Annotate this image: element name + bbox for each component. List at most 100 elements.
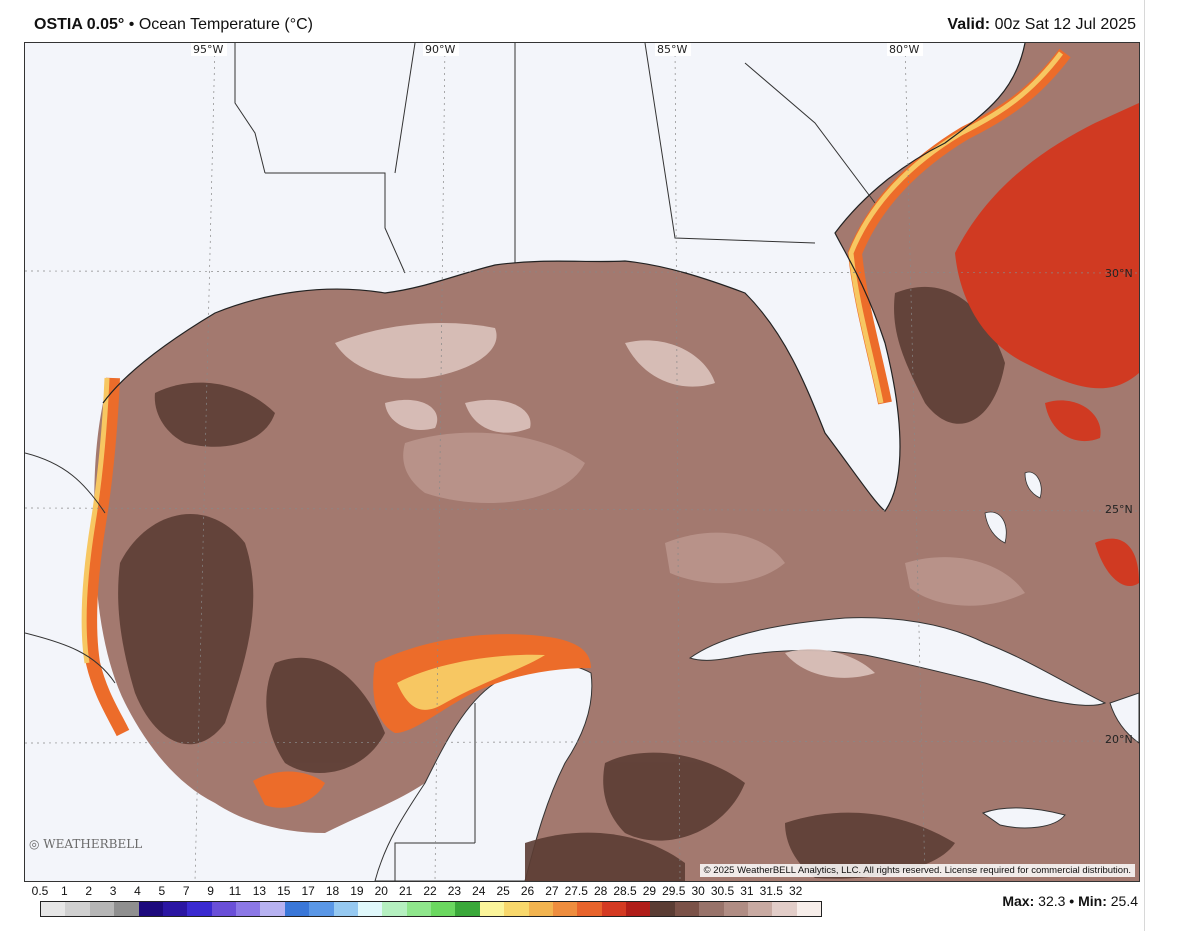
legend-swatch [114, 902, 139, 916]
atlantic-hot-spot [1045, 400, 1101, 442]
political-borders [25, 43, 876, 881]
legend-tick-label: 29 [642, 884, 657, 898]
legend-tick-label: 31.5 [759, 884, 783, 898]
weatherbell-logo: ◎ WEATHERBELL [29, 837, 143, 851]
legend-swatch [601, 902, 626, 916]
legend-swatch [162, 902, 188, 916]
lon-label-85w: 85°W [657, 43, 687, 56]
legend-tick-label: 25 [496, 884, 510, 898]
legend-tick-label: 22 [423, 884, 437, 898]
min-label: Min: [1078, 893, 1107, 909]
legend-swatch [674, 902, 700, 916]
legend-tick-label: 1 [61, 884, 68, 898]
stats-bullet: • [1069, 893, 1075, 909]
legend-swatch [309, 902, 334, 916]
lat-label-20n: 20°N [1105, 733, 1133, 746]
bay-of-campeche-spot [253, 771, 325, 808]
legend-swatch [577, 902, 602, 916]
legend-swatch [650, 902, 675, 916]
legend-swatch [357, 902, 383, 916]
copyright-notice: © 2025 WeatherBELL Analytics, LLC. All r… [699, 864, 1135, 877]
legend-tick-label: 18 [325, 884, 340, 898]
legend-tick-label: 17 [301, 884, 315, 898]
warm-deep-patches [118, 286, 1005, 881]
legend-colorbar [40, 901, 822, 917]
map-canvas: 95°W 90°W 85°W 80°W 30°N 25°N 20°N [25, 43, 1139, 881]
variable-name: Ocean Temperature (°C) [138, 16, 313, 33]
latitude-labels: 30°N 25°N 20°N [1105, 267, 1133, 746]
campeche-hot-core [397, 654, 545, 710]
legend-swatch [333, 902, 358, 916]
legend-swatch [260, 902, 285, 916]
legend-swatch [65, 902, 90, 916]
model-name: OSTIA 0.05 [34, 16, 118, 33]
legend-tick-label: 28 [593, 884, 608, 898]
legend-tick-label: 7 [182, 884, 190, 898]
florida-coast-band-inner [848, 51, 1063, 404]
legend-swatch [138, 902, 163, 916]
page-edge [1144, 0, 1145, 931]
logo-text: WEATHERBELL [43, 837, 143, 851]
west-gulf-coast-band [83, 377, 130, 737]
west-gulf-coast-band-inner [81, 377, 110, 664]
legend-ticks: 0.5 1 2 3 4 5 7 9 11 13 15 17 18 19 20 21 22 23 24 25 26 27 27… [24, 884, 844, 898]
legend-swatch [699, 902, 724, 916]
legend-swatch [382, 902, 407, 916]
legend-swatch [528, 902, 553, 916]
max-value: 32.3 [1038, 893, 1066, 909]
lat-label-30n: 30°N [1105, 267, 1133, 280]
map-header: OSTIA 0.05° • Ocean Temperature (°C) Val… [24, 14, 1138, 38]
legend-swatch [89, 902, 115, 916]
atlantic-hot-zone [955, 103, 1139, 389]
legend-tick-label: 15 [277, 884, 291, 898]
valid-time: Valid: 00z Sat 12 Jul 2025 [947, 16, 1136, 34]
legend-swatch [723, 902, 748, 916]
legend-swatch [796, 902, 821, 916]
legend-tick-label: 27.5 [564, 884, 588, 898]
legend-tick-label: 24 [472, 884, 486, 898]
legend-swatch [504, 902, 529, 916]
graticule [25, 43, 1139, 881]
longitude-labels: 95°W 90°W 85°W 80°W [191, 43, 923, 56]
legend-tick-label: 32 [788, 884, 803, 898]
title-separator: • [128, 16, 135, 33]
valid-label: Valid: [947, 16, 991, 33]
gulf-coastline [102, 43, 1026, 512]
legend-tick-label: 31 [740, 884, 754, 898]
legend-swatch [479, 902, 505, 916]
legend-tick-label: 5 [158, 884, 166, 898]
legend-tick-label: 23 [447, 884, 462, 898]
legend-swatch [187, 902, 212, 916]
bahamas-hot-spot [1095, 538, 1139, 587]
lat-label-25n: 25°N [1105, 503, 1133, 516]
lon-label-95w: 95°W [193, 43, 223, 56]
legend-tick-label: 4 [134, 884, 141, 898]
legend-tick-label: 29.5 [662, 884, 686, 898]
legend-tick-label: 0.5 [31, 884, 49, 898]
legend-swatch [747, 902, 773, 916]
lon-label-80w: 80°W [889, 43, 919, 56]
legend-tick-label: 26 [520, 884, 535, 898]
legend-tick-label: 21 [398, 884, 413, 898]
lon-label-90w: 90°W [425, 43, 455, 56]
ocean-field [94, 43, 1139, 881]
legend-swatch [41, 902, 66, 916]
map-title: OSTIA 0.05° • Ocean Temperature (°C) [34, 16, 313, 34]
legend-tick-label: 11 [228, 884, 242, 898]
legend-swatch [552, 902, 578, 916]
sst-map: 95°W 90°W 85°W 80°W 30°N 25°N 20°N ◎ WEA… [24, 42, 1140, 882]
field-stats: Max: 32.3 • Min: 25.4 [1002, 893, 1138, 909]
legend-tick-label: 28.5 [613, 884, 637, 898]
yucatan-land [374, 663, 593, 881]
cool-light-patches [335, 323, 875, 678]
legend-tick-label: 9 [207, 884, 214, 898]
legend-tick-label: 20 [374, 884, 388, 898]
legend-tick-label: 30.5 [710, 884, 735, 898]
legend-swatch [431, 902, 456, 916]
legend-swatch [211, 902, 236, 916]
legend-swatch [284, 902, 310, 916]
legend-tick-label: 13 [252, 884, 267, 898]
min-value: 25.4 [1110, 893, 1138, 909]
bahamas-land [984, 471, 1042, 544]
mid-tone-patches [403, 432, 1025, 606]
